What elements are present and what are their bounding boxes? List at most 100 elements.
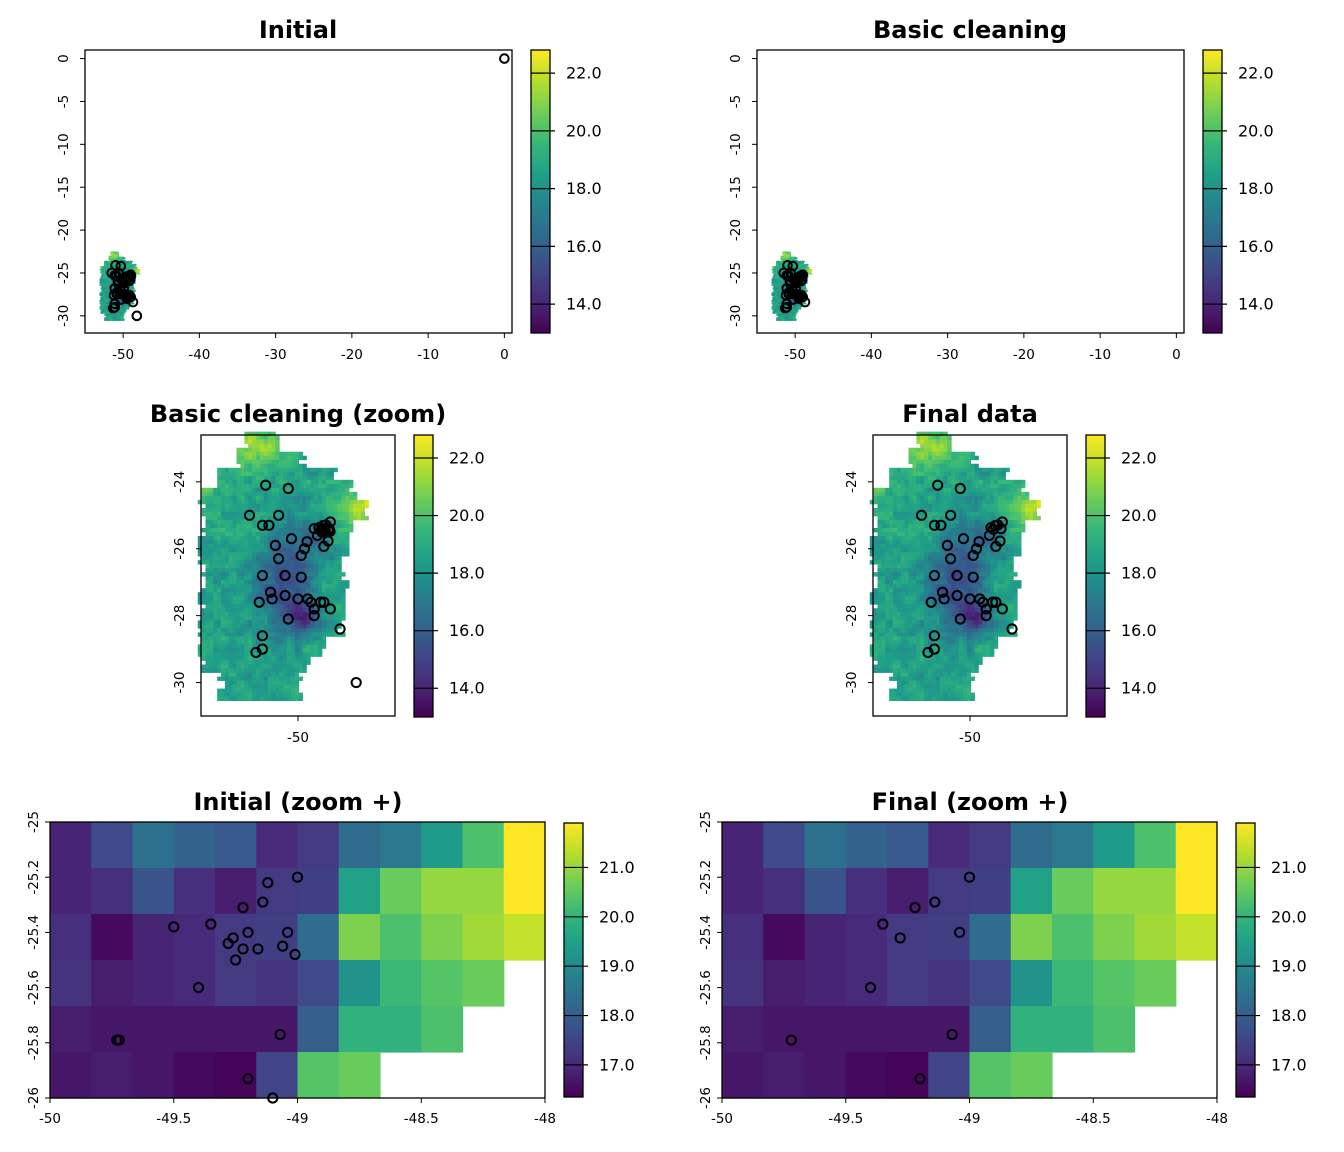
raster-cell xyxy=(337,495,342,501)
raster-cell xyxy=(271,451,276,457)
raster-cell xyxy=(804,265,806,268)
raster-cell xyxy=(298,455,303,461)
raster-cell xyxy=(125,305,127,307)
raster-cell xyxy=(803,266,805,269)
raster-cell xyxy=(102,268,104,270)
raster-cell xyxy=(341,479,346,485)
raster-cell xyxy=(217,515,222,521)
raster-cell xyxy=(255,471,261,477)
raster-cell xyxy=(787,262,789,265)
raster-cell xyxy=(129,285,131,287)
raster-cell xyxy=(800,264,803,267)
raster-cell xyxy=(793,316,795,318)
raster-cell xyxy=(108,263,110,266)
raster-cell xyxy=(783,317,785,319)
raster-cell xyxy=(302,491,307,497)
raster-cell xyxy=(290,503,296,509)
raster-cell xyxy=(787,306,789,308)
raster-cell xyxy=(792,307,794,309)
raster-cell xyxy=(279,511,284,517)
raster-cell xyxy=(778,296,781,299)
raster-cell xyxy=(271,455,276,461)
raster-cell xyxy=(801,261,803,264)
raster-cell xyxy=(244,491,249,497)
occurrence-point xyxy=(790,283,802,295)
raster-cell xyxy=(775,304,777,306)
raster-cell xyxy=(126,308,129,310)
raster-cell xyxy=(788,255,791,258)
raster-cell xyxy=(127,264,130,267)
raster-cell xyxy=(786,309,788,311)
raster-cell xyxy=(778,317,781,319)
raster-cell xyxy=(106,277,109,279)
raster-cell xyxy=(110,257,112,260)
raster-cell xyxy=(137,270,140,272)
colorbar: 22.020.018.016.014.0 xyxy=(1202,49,1274,334)
raster-cell xyxy=(809,270,811,272)
raster-cell xyxy=(779,305,782,307)
raster-cell xyxy=(109,314,111,316)
raster-cell xyxy=(107,301,110,304)
raster-cell xyxy=(785,299,787,302)
raster-cell xyxy=(105,308,108,310)
raster-cell xyxy=(104,279,107,281)
raster-cell xyxy=(255,439,261,445)
raster-cell xyxy=(275,483,280,489)
raster-cell xyxy=(119,258,121,261)
raster-cell xyxy=(302,507,307,513)
raster-cell xyxy=(777,270,780,272)
raster-cell xyxy=(799,285,802,287)
raster-cell xyxy=(796,307,798,309)
raster-cell xyxy=(123,309,125,311)
raster-cell xyxy=(776,319,778,321)
raster-cell xyxy=(134,282,136,284)
raster-cell xyxy=(798,305,800,307)
raster-cell xyxy=(126,269,129,271)
raster-cell xyxy=(113,315,115,317)
raster-cell xyxy=(255,443,261,449)
raster-cell xyxy=(775,291,777,294)
raster-cell xyxy=(107,318,110,320)
raster-cell xyxy=(345,503,350,509)
raster-cell xyxy=(103,291,105,294)
raster-cell xyxy=(803,268,805,270)
raster-cell xyxy=(101,289,103,292)
raster-cell xyxy=(782,252,784,254)
raster-cell xyxy=(126,269,128,271)
raster-cell xyxy=(259,463,265,469)
raster-cell xyxy=(776,296,778,299)
raster-cell xyxy=(252,507,257,513)
raster-cell xyxy=(248,435,253,441)
raster-cell xyxy=(252,455,257,461)
raster-cell xyxy=(772,299,774,302)
raster-cell xyxy=(120,258,122,261)
raster-cell xyxy=(789,253,792,256)
occurrence-point xyxy=(787,260,799,272)
raster-cell xyxy=(127,262,130,265)
raster-cell xyxy=(248,475,253,481)
raster-cell xyxy=(789,312,792,314)
raster-cell xyxy=(778,297,781,300)
raster-cell xyxy=(263,467,269,473)
raster-cell xyxy=(267,451,272,457)
raster-cell xyxy=(318,495,323,501)
raster-cell xyxy=(105,261,108,264)
raster-cell xyxy=(793,301,795,304)
raster-cell xyxy=(122,256,124,259)
raster-cell xyxy=(110,259,112,262)
raster-cell xyxy=(108,264,110,267)
raster-cell xyxy=(117,256,120,259)
raster-cell xyxy=(119,301,121,304)
raster-cell xyxy=(797,304,799,306)
raster-cell xyxy=(248,511,253,517)
raster-cell xyxy=(102,286,104,288)
raster-cell xyxy=(126,263,129,266)
raster-cell xyxy=(259,431,265,437)
raster-cell xyxy=(779,290,782,293)
raster-cell xyxy=(775,308,777,310)
raster-cell xyxy=(787,281,790,283)
raster-cell xyxy=(275,503,280,509)
raster-cell xyxy=(103,312,105,314)
raster-cell xyxy=(101,274,103,276)
raster-cell xyxy=(103,265,105,268)
